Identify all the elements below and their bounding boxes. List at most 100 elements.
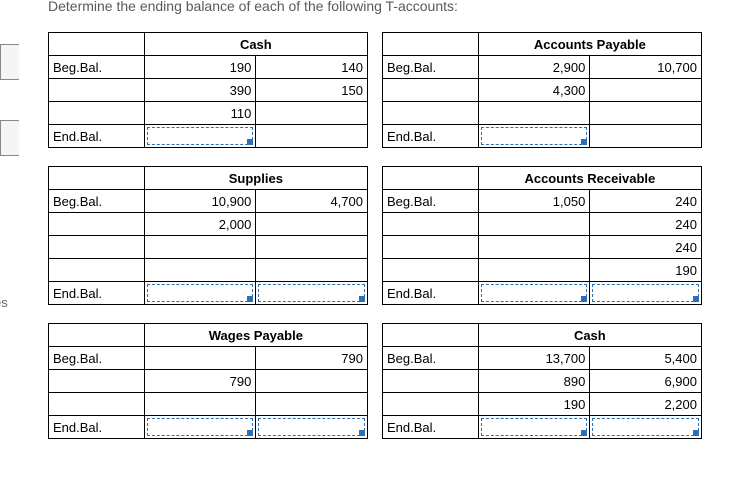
t-account-title: Cash [478,324,701,347]
t-account-0: CashBeg.Bal.190140390150110End.Bal. [48,32,368,148]
row-label: Beg.Bal. [49,347,145,370]
debit-cell: 1,050 [478,190,590,213]
debit-cell: 13,700 [478,347,590,370]
debit-cell [478,236,590,259]
row-label: End.Bal. [383,125,479,148]
row-label: Beg.Bal. [383,56,479,79]
credit-cell: 6,900 [590,370,702,393]
credit-cell: 240 [590,236,702,259]
row-label [49,370,145,393]
row-label: Beg.Bal. [49,190,145,213]
credit-cell [256,259,368,282]
row-label [49,259,145,282]
credit-cell [590,79,702,102]
credit-cell: 150 [256,79,368,102]
t-account-header-blank [383,167,479,190]
t-account-title: Supplies [144,167,367,190]
credit-cell: 4,700 [256,190,368,213]
debit-cell [144,393,256,416]
debit-cell [144,347,256,370]
entry-field[interactable] [590,282,702,305]
debit-cell: 790 [144,370,256,393]
debit-cell: 890 [478,370,590,393]
credit-cell: 190 [590,259,702,282]
credit-cell: 240 [590,190,702,213]
row-label: End.Bal. [383,416,479,439]
debit-cell: 10,900 [144,190,256,213]
credit-cell [590,125,702,148]
row-label [49,213,145,236]
left-controls [0,44,19,196]
side-label: es [0,295,8,310]
t-account-title: Accounts Payable [478,33,701,56]
entry-field[interactable] [478,282,590,305]
debit-cell: 190 [144,56,256,79]
row-label [49,79,145,102]
credit-cell [256,125,368,148]
t-account-2: SuppliesBeg.Bal.10,9004,7002,000End.Bal. [48,166,368,305]
row-label: Beg.Bal. [383,190,479,213]
credit-cell [256,370,368,393]
t-account-header-blank [49,167,145,190]
page: Determine the ending balance of each of … [0,0,736,500]
debit-cell: 110 [144,102,256,125]
row-label [383,393,479,416]
row-label: Beg.Bal. [49,56,145,79]
entry-field[interactable] [144,416,256,439]
row-label: End.Bal. [49,125,145,148]
row-label [383,213,479,236]
debit-cell: 390 [144,79,256,102]
t-account-header-blank [49,324,145,347]
row-label [383,102,479,125]
row-label [383,236,479,259]
debit-cell [478,259,590,282]
credit-cell [256,213,368,236]
credit-cell: 2,200 [590,393,702,416]
debit-cell: 4,300 [478,79,590,102]
t-account-3: Accounts ReceivableBeg.Bal.1,05024024024… [382,166,702,305]
credit-cell: 5,400 [590,347,702,370]
t-account-title: Cash [144,33,367,56]
entry-field[interactable] [256,416,368,439]
entry-field[interactable] [144,282,256,305]
row-label: Beg.Bal. [383,347,479,370]
credit-cell [590,102,702,125]
t-account-header-blank [383,33,479,56]
debit-cell: 190 [478,393,590,416]
row-label [49,393,145,416]
entry-field[interactable] [478,416,590,439]
row-label: End.Bal. [383,282,479,305]
instruction-text: Determine the ending balance of each of … [48,0,458,14]
entry-field[interactable] [256,282,368,305]
debit-cell: 2,900 [478,56,590,79]
scroll-button-2[interactable] [0,120,19,156]
row-label [383,370,479,393]
t-account-header-blank [383,324,479,347]
t-account-title: Accounts Receivable [478,167,701,190]
row-label [49,236,145,259]
entry-field[interactable] [590,416,702,439]
entry-field[interactable] [144,125,256,148]
credit-cell [256,236,368,259]
debit-cell: 2,000 [144,213,256,236]
t-account-header-blank [49,33,145,56]
row-label: End.Bal. [49,416,145,439]
credit-cell [256,393,368,416]
row-label [383,79,479,102]
debit-cell [144,259,256,282]
scroll-button-1[interactable] [0,44,19,80]
row-label [49,102,145,125]
debit-cell [144,236,256,259]
t-accounts-grid: CashBeg.Bal.190140390150110End.Bal.Accou… [48,32,702,439]
t-account-4: Wages PayableBeg.Bal.790790End.Bal. [48,323,368,439]
row-label [383,259,479,282]
t-account-title: Wages Payable [144,324,367,347]
credit-cell: 10,700 [590,56,702,79]
credit-cell: 790 [256,347,368,370]
t-account-5: CashBeg.Bal.13,7005,4008906,9001902,200 E… [382,323,702,439]
entry-field[interactable] [478,125,590,148]
debit-cell [478,213,590,236]
credit-cell [256,102,368,125]
credit-cell: 140 [256,56,368,79]
credit-cell: 240 [590,213,702,236]
